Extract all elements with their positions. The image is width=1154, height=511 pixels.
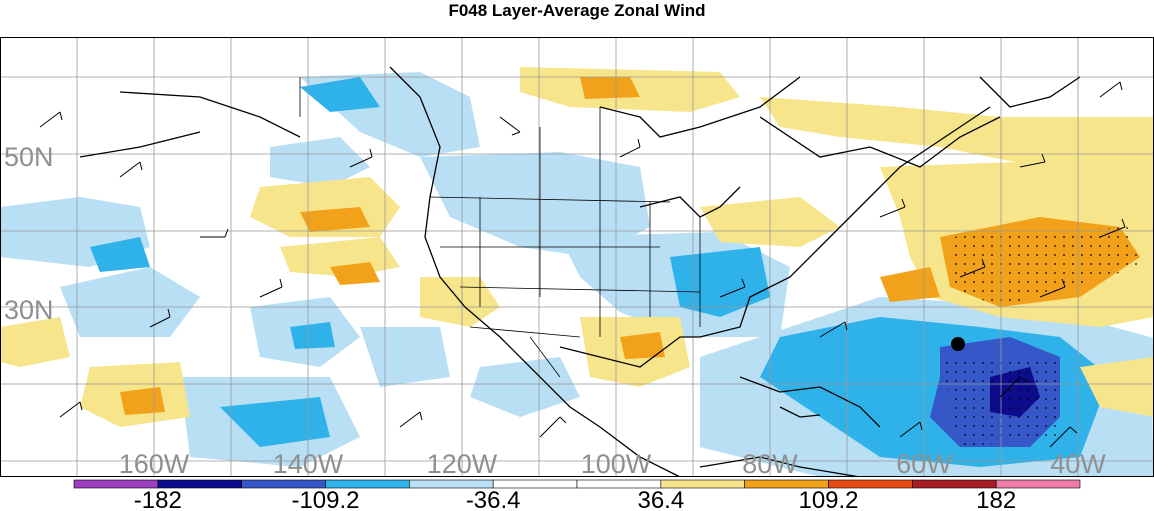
colorbar-tick-label: -36.4 [466,487,521,511]
shade-orange [620,332,665,359]
colorbar-tick-label: 182 [976,487,1016,511]
colorbar-tick-label: -182 [134,487,182,511]
stipple-overlay [950,227,1140,307]
shade-blue [300,77,380,112]
shade-orange [300,207,370,232]
shade-yellow [1080,357,1154,417]
colorbar-tick-label: 109.2 [798,487,858,511]
storm-marker [951,337,965,351]
map-title: F048 Layer-Average Zonal Wind [448,1,706,20]
shade-blue [670,247,770,317]
shade-orange [330,262,380,285]
lat-label-30n: 30N [4,295,54,325]
shade-orange [580,77,640,99]
coastlines [79,66,1081,477]
shade-orange [120,387,165,415]
lon-label-160w: 160W [119,449,190,477]
lat-label-50n: 50N [4,142,54,172]
colorbar-box [995,479,1081,489]
shade-yellow [760,97,1154,167]
political-boundaries [299,77,701,378]
stipple-overlay [940,357,1060,447]
colorbar-tick-label: -109.2 [291,487,359,511]
shade-blue [90,237,150,272]
lon-label-140w: 140W [273,449,344,477]
colorbar-boxes [73,479,1081,489]
shade-light-blue [470,357,580,417]
colorbar-ticks: -182 -109.2 -36.4 36.4 109.2 182 [134,487,1016,511]
colorbar-tick-label: 36.4 [637,487,684,511]
lon-label-40w: 40W [1050,449,1106,477]
shade-blue [290,322,335,349]
shade-light-blue [270,137,370,187]
wind-map: 50N 30N 160W 140W 120W 100W 80W 60W 40W [0,37,1154,477]
colorbar: -182 -109.2 -36.4 36.4 109.2 182 [73,479,1081,511]
lon-label-100w: 100W [581,449,652,477]
shade-blue [220,397,330,447]
wind-barbs [39,81,1126,448]
shade-orange [880,267,940,302]
lon-label-120w: 120W [427,449,498,477]
lon-label-60w: 60W [896,449,952,477]
lon-label-80w: 80W [742,449,798,477]
shade-yellow [0,317,70,367]
shade-light-blue [360,327,450,387]
